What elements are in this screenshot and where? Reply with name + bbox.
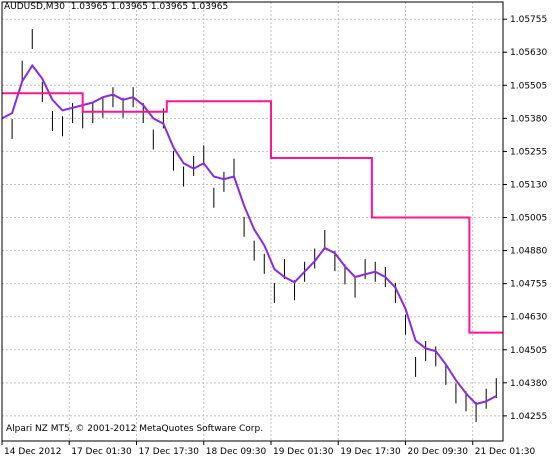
y-tick-label: 1.05630	[510, 48, 547, 58]
step-indicator-series	[2, 92, 503, 334]
plot-border	[1, 1, 504, 442]
x-tick-label: 19 Dec 17:30	[340, 447, 401, 457]
y-tick-label: 1.04880	[510, 247, 547, 257]
time-axis: 14 Dec 2012 17 Dec 01:30 17 Dec 17:30 18 De…	[1, 441, 536, 457]
moving-average-line	[1, 63, 497, 406]
x-tick-label: 14 Dec 2012	[4, 447, 62, 457]
price-axis: 1.05755 1.05630 1.05505 1.05380 1.05255 1.051…	[503, 15, 547, 422]
x-tick-label: 21 Dec 01:30	[475, 447, 536, 457]
symbol-header: AUDUSD,M30 1.03965 1.03965 1.03965 1.039…	[4, 2, 228, 12]
y-tick-label: 1.04255	[510, 412, 547, 422]
y-tick-label: 1.05755	[510, 15, 547, 25]
step-indicator-line	[2, 92, 503, 334]
ohlc-values: 1.03965 1.03965 1.03965 1.03965	[70, 2, 229, 12]
y-tick-label: 1.05005	[510, 214, 547, 224]
x-tick-label: 20 Dec 09:30	[407, 447, 468, 457]
x-tick-label: 17 Dec 17:30	[138, 447, 199, 457]
x-tick-label: 19 Dec 01:30	[273, 447, 334, 457]
symbol-timeframe: AUDUSD,M30	[4, 2, 65, 12]
y-tick-label: 1.04505	[510, 346, 547, 356]
y-tick-label: 1.05130	[510, 180, 547, 190]
y-tick-label: 1.04380	[510, 379, 547, 389]
y-tick-label: 1.05380	[510, 114, 547, 124]
y-tick-label: 1.05505	[510, 81, 547, 91]
y-tick-label: 1.05255	[510, 147, 547, 157]
copyright-text: Alpari NZ MT5, © 2001-2012 MetaQuotes So…	[6, 424, 264, 434]
y-tick-label: 1.04755	[510, 280, 547, 290]
x-tick-label: 18 Dec 09:30	[206, 447, 267, 457]
moving-average-series	[1, 63, 497, 406]
y-tick-label: 1.04630	[510, 313, 547, 323]
x-tick-label: 17 Dec 01:30	[71, 447, 132, 457]
chart-frame	[1, 1, 504, 442]
price-bars	[1, 29, 497, 422]
